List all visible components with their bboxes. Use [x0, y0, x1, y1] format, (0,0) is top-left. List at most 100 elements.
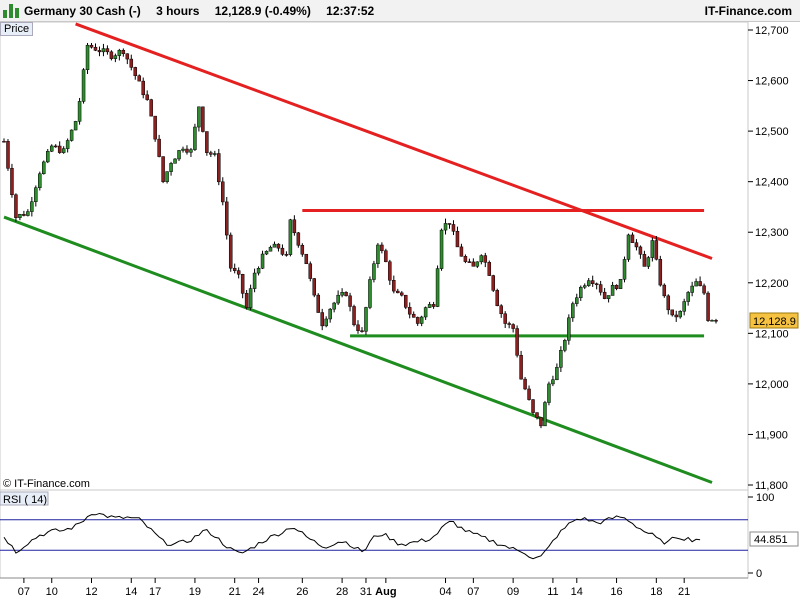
candle-body [221, 181, 225, 203]
candle-body [411, 313, 416, 318]
candle-body [340, 292, 344, 296]
quote-time: 12:37:52 [326, 4, 375, 18]
candle-body [638, 246, 643, 255]
candle-body [372, 263, 376, 280]
candle-body [690, 285, 694, 293]
price-tick-label: 11,900 [755, 429, 788, 441]
candle-body [419, 316, 424, 324]
candle-body [296, 232, 301, 246]
price-tick-label: 12,200 [755, 278, 789, 290]
candle-body [101, 48, 106, 53]
candle-body [602, 291, 607, 299]
candle-body [312, 278, 317, 296]
candle-body [706, 292, 710, 321]
candle-body [551, 379, 555, 385]
instrument-info: Germany 30 Cash (-) 3 hours 12,128.9 (-0… [24, 4, 386, 18]
candle-body [129, 58, 134, 68]
candle-body [352, 306, 356, 326]
candle-body [125, 53, 130, 60]
candle-body [244, 293, 249, 308]
candle-body [435, 268, 440, 307]
candle-body [264, 250, 269, 255]
candle-body [586, 280, 591, 286]
candle-body [495, 290, 499, 306]
candle-body [670, 309, 674, 316]
candle-body [582, 285, 587, 288]
time-tick-label: 28 [336, 586, 348, 598]
candle-body [232, 267, 237, 271]
candle-body [276, 243, 281, 249]
time-tick-label: 24 [252, 586, 264, 598]
price-candles [2, 42, 718, 429]
candle-body [622, 259, 627, 280]
candle-body [209, 152, 213, 155]
candle-body [177, 150, 181, 160]
candle-body [650, 240, 655, 258]
candle-body [531, 399, 535, 413]
candle-body [507, 323, 511, 325]
candle-body [439, 229, 444, 269]
candle-body [451, 224, 456, 232]
candle-body [682, 301, 686, 312]
current-price-label: 12,128.9 [753, 316, 796, 328]
time-tick-label: 12 [85, 586, 97, 598]
candle-body [57, 145, 62, 153]
candle-body [686, 292, 690, 302]
time-tick-label: Aug [375, 586, 396, 598]
candle-body [213, 153, 217, 155]
candle-body [392, 280, 396, 292]
candle-body [328, 308, 332, 320]
candle-body [304, 253, 309, 265]
ascending-support-line [3, 215, 713, 484]
candle-body [201, 106, 205, 132]
candle-body [547, 383, 551, 403]
candle-body [563, 340, 567, 351]
candle-body [18, 214, 22, 218]
price-tick-label: 12,600 [755, 76, 789, 88]
candle-body [181, 148, 185, 151]
candle-body [85, 44, 90, 71]
rsi-series: 100 0 [0, 492, 774, 580]
candle-body [610, 284, 615, 296]
rsi-label: RSI ( 14) [3, 494, 47, 506]
candle-body [26, 211, 30, 216]
candle-body [694, 281, 698, 287]
candle-body [121, 49, 126, 54]
candle-body [272, 243, 277, 248]
time-tick-label: 21 [678, 586, 690, 598]
candle-body [6, 141, 10, 169]
candle-body [30, 201, 34, 212]
candle-body [590, 280, 595, 285]
candle-body [169, 163, 173, 172]
candle-body [396, 290, 400, 294]
time-tick-label: 07 [467, 586, 479, 598]
candle-body [515, 328, 519, 356]
time-tick-label: 04 [439, 586, 451, 598]
candle-body [662, 284, 667, 297]
current-price-marker: 12,128.9 [749, 312, 799, 329]
candle-body [22, 214, 26, 216]
candle-body [53, 145, 58, 148]
candle-body [165, 171, 169, 182]
brand-name: IT-Finance.com [704, 4, 792, 18]
current-rsi-marker: 44.851 [749, 531, 799, 547]
candle-body [499, 305, 503, 314]
candle-body [193, 126, 197, 150]
candle-body [467, 261, 472, 263]
candle-body [109, 51, 114, 59]
candle-body [471, 261, 476, 267]
price-tick-label: 12,500 [755, 126, 789, 138]
candle-body [475, 261, 480, 267]
candle-body [344, 292, 348, 297]
candle-body [77, 101, 82, 122]
candle-body [348, 295, 352, 307]
rsi-tick-label: 100 [756, 492, 774, 504]
candle-body [403, 294, 408, 308]
candle-body [89, 44, 94, 48]
candle-body [161, 156, 165, 182]
price-tick-label: 12,000 [755, 379, 789, 391]
candle-body [459, 246, 464, 257]
time-tick-label: 11 [547, 586, 558, 598]
candle-body [324, 318, 328, 327]
